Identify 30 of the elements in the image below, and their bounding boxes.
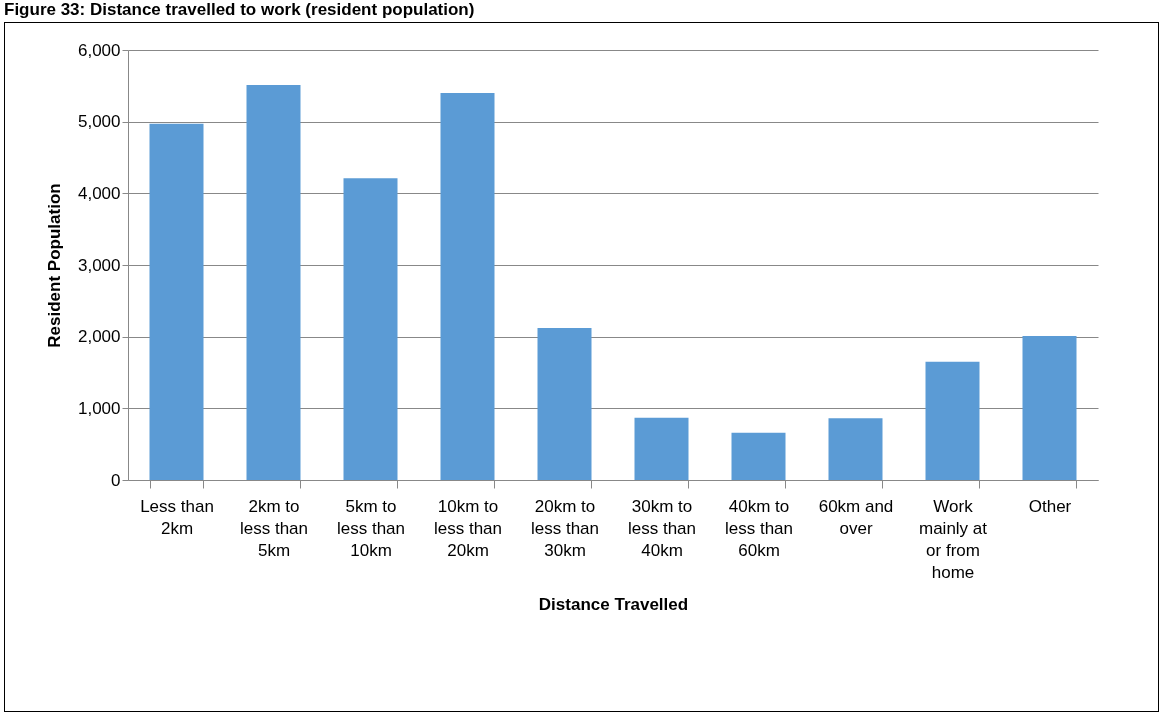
y-tick-label: 0: [111, 470, 121, 490]
x-tick-label: 2km to less than 5km: [239, 496, 309, 560]
bar: [149, 123, 204, 480]
x-tick-label: Less than 2km: [140, 496, 214, 538]
x-tick-label: 30km to less than 40km: [627, 496, 697, 560]
bar: [537, 328, 592, 480]
y-tick-label: 6,000: [77, 40, 121, 60]
bar: [828, 418, 883, 480]
x-tick-label: 40km to less than 60km: [724, 496, 794, 560]
bar: [925, 361, 980, 480]
x-tick-label: Other: [1028, 496, 1072, 516]
y-tick-label: 3,000: [77, 255, 121, 275]
x-axis-title: Distance Travelled: [538, 594, 689, 614]
y-axis-title: Resident Population: [44, 183, 64, 348]
x-tick-label: 60km and over: [818, 496, 894, 538]
chart-title: Figure 33: Distance travelled to work (resident population): [4, 0, 476, 21]
bar: [1022, 335, 1077, 480]
bar: [634, 417, 689, 480]
bar: [731, 432, 786, 480]
bar: [440, 93, 495, 480]
bar: [343, 178, 398, 480]
x-tick-label: 5km to less than 10km: [336, 496, 406, 560]
x-tick-label: 20km to less than 30km: [530, 496, 600, 560]
y-tick-label: 1,000: [77, 398, 121, 418]
y-tick-label: 4,000: [77, 183, 121, 203]
y-tick-label: 2,000: [77, 327, 121, 347]
y-tick-label: 5,000: [77, 112, 121, 132]
x-tick-label: Work mainly at or from home: [918, 496, 988, 582]
x-tick-label: 10km to less than 20km: [433, 496, 503, 560]
bar: [246, 85, 301, 480]
